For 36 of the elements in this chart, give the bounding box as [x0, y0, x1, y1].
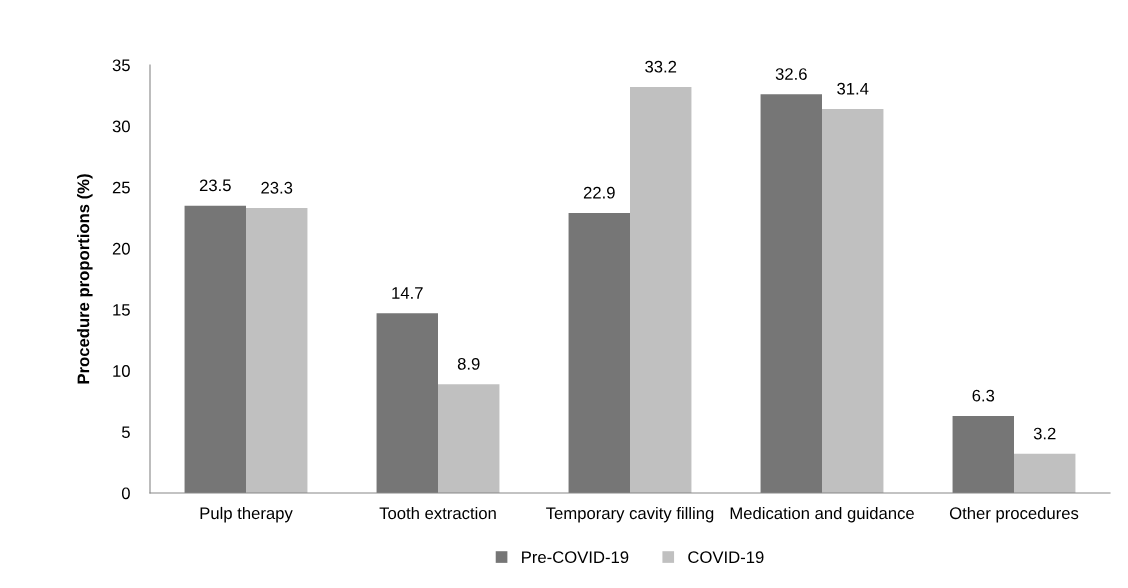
y-tick-label: 15	[113, 304, 130, 316]
data-label: 3.2	[1033, 427, 1056, 440]
y-tick-label: 5	[121, 426, 130, 439]
bar	[760, 94, 822, 493]
data-label: 14.7	[392, 287, 423, 299]
bar	[822, 109, 884, 493]
x-tick-label: Other procedures	[949, 506, 1079, 523]
data-label: 23.5	[199, 179, 231, 192]
data-label: 8.9	[457, 357, 480, 370]
bar	[246, 208, 308, 493]
bar	[376, 313, 438, 493]
legend-label: Pre-COVID-19	[522, 551, 629, 564]
data-label: 32.6	[775, 68, 807, 80]
bar	[184, 205, 246, 493]
y-tick-label: 0	[121, 487, 130, 500]
x-tick-label: Medication and guidance	[730, 506, 914, 523]
y-tick-label: 35	[112, 59, 130, 72]
x-tick-label: Tooth extraction	[379, 506, 496, 520]
x-tick-label: Temporary cavity filling	[546, 506, 714, 523]
x-tick-label: Pulp therapy	[200, 506, 293, 523]
bar	[1014, 453, 1076, 493]
data-label: 31.4	[837, 82, 869, 95]
y-tick-label: 25	[112, 181, 130, 194]
y-tick-label: 30	[112, 120, 130, 133]
data-label: 6.3	[972, 389, 995, 402]
bar	[630, 87, 692, 493]
y-tick-label: 10	[113, 365, 130, 377]
y-tick-label: 20	[112, 242, 130, 255]
bar	[438, 384, 500, 493]
data-label: 22.9	[583, 186, 615, 199]
bar	[568, 212, 630, 493]
legend-label: COVID-19	[688, 551, 764, 564]
data-label: 33.2	[645, 60, 677, 73]
y-axis-title: Procedure proportions (%)	[77, 174, 93, 384]
bar	[952, 415, 1014, 493]
data-label: 23.3	[261, 181, 293, 194]
